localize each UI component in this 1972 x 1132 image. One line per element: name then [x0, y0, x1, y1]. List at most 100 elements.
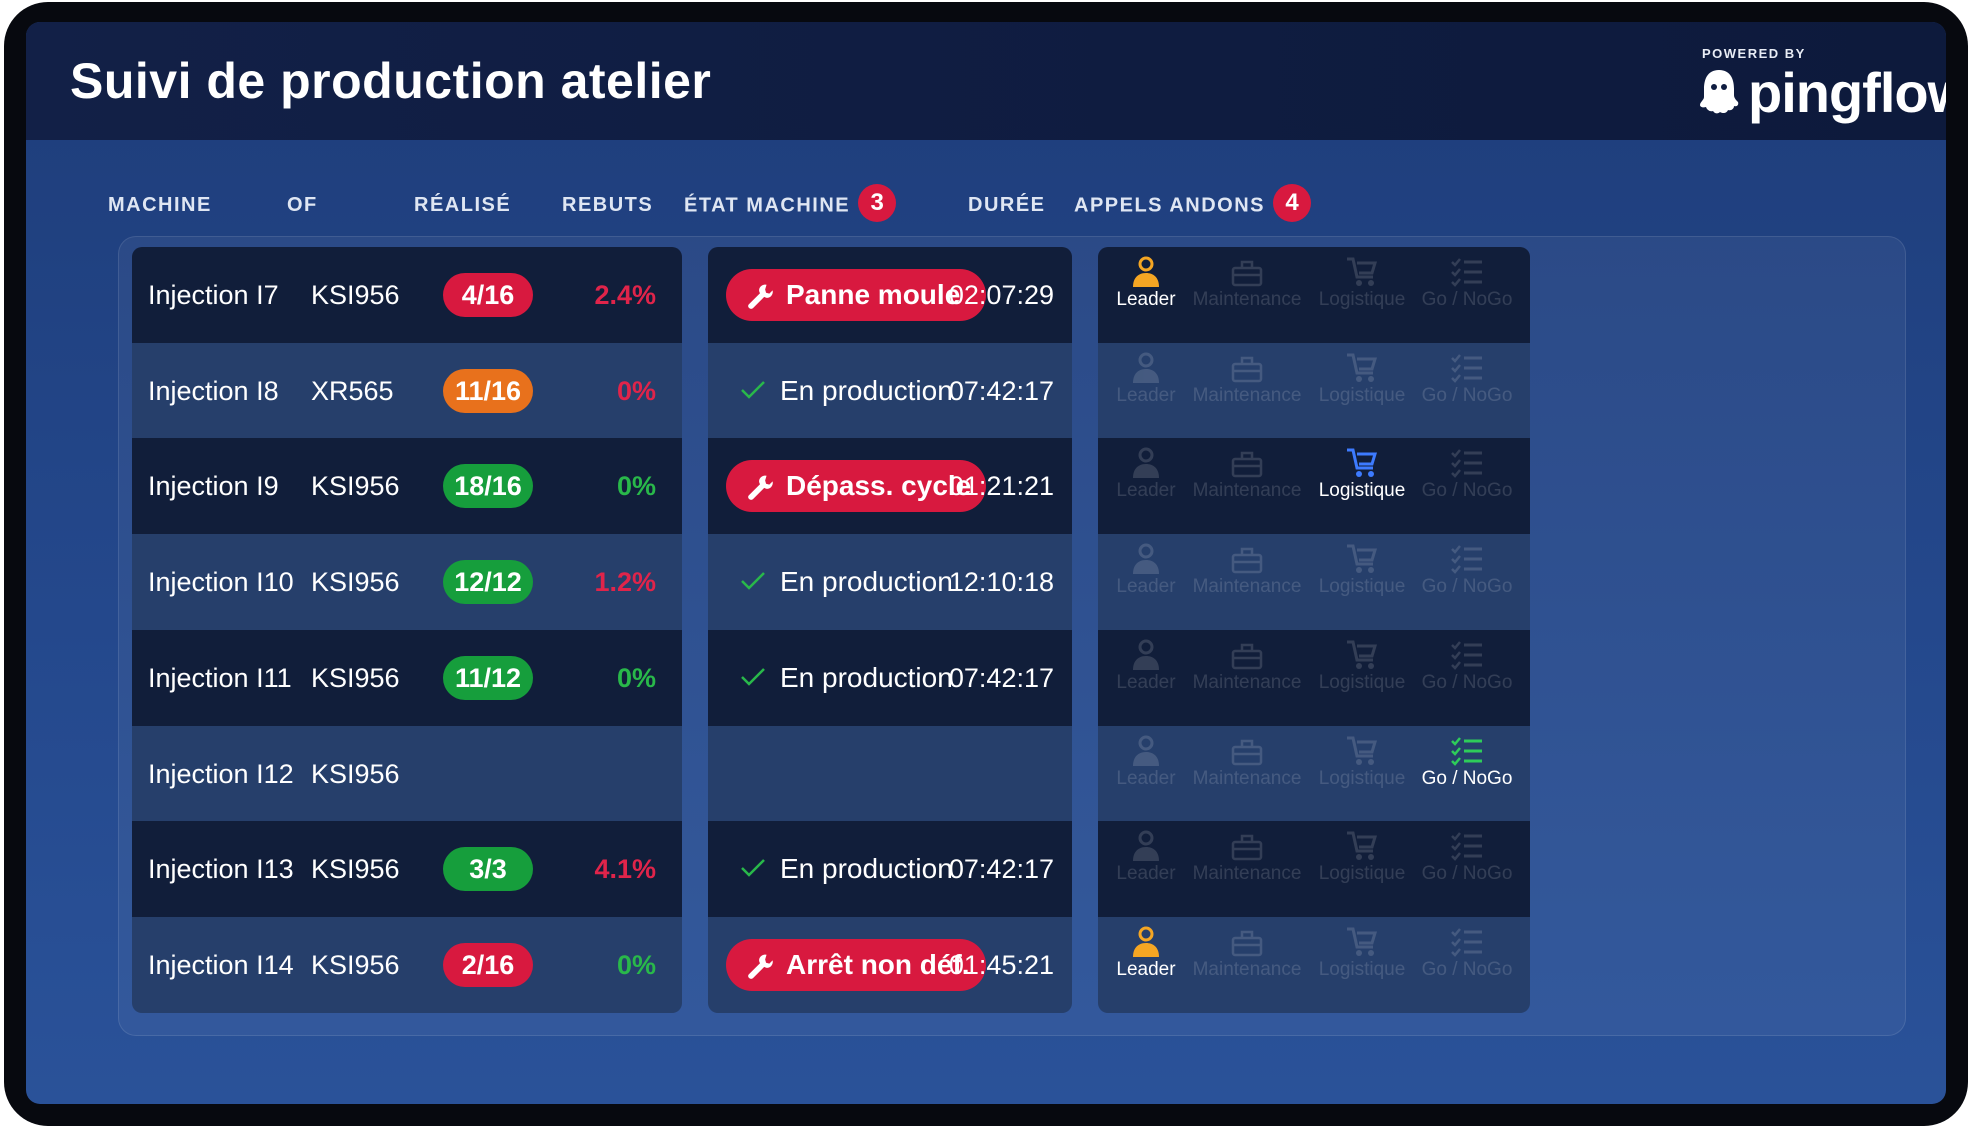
- andon-checklist-call[interactable]: Go / NoGo: [1402, 630, 1530, 726]
- table-row[interactable]: Injection I13 KSI956 3/3 4.1%: [132, 821, 682, 917]
- state-row: [708, 726, 1072, 822]
- andon-cart-call[interactable]: Logistique: [1297, 726, 1427, 822]
- machine-name: Injection I11: [148, 663, 292, 693]
- andon-checklist-call[interactable]: Go / NoGo: [1402, 343, 1530, 439]
- andon-toolbox-call[interactable]: Maintenance: [1182, 821, 1312, 917]
- table-row[interactable]: Injection I9 KSI956 18/16 0%: [132, 438, 682, 534]
- andon-row: Leader Maintenance Logistique Go / NoGo: [1098, 726, 1530, 822]
- andon-toolbox-call[interactable]: Maintenance: [1182, 630, 1312, 726]
- andon-label: Go / NoGo: [1421, 385, 1513, 406]
- ghost-logo-icon: [1700, 70, 1739, 114]
- andon-person-call[interactable]: Leader: [1098, 438, 1211, 534]
- andon-toolbox-call[interactable]: Maintenance: [1182, 343, 1312, 439]
- toolbox-icon: [1231, 643, 1263, 670]
- machine-state-alarm[interactable]: Panne moule: [726, 269, 986, 321]
- andon-cart-call[interactable]: Logistique: [1297, 247, 1427, 343]
- andon-person-call[interactable]: Leader: [1098, 821, 1211, 917]
- machine-name: Injection I7: [148, 280, 279, 310]
- rebuts-value: 2.4%: [594, 280, 656, 310]
- table-row[interactable]: Injection I10 KSI956 12/12 1.2%: [132, 534, 682, 630]
- andon-checklist-call[interactable]: Go / NoGo: [1402, 726, 1530, 822]
- andon-cart-call[interactable]: Logistique: [1297, 917, 1427, 1013]
- wrench-icon: [748, 284, 773, 309]
- table-row[interactable]: Injection I8 XR565 11/16 0%: [132, 343, 682, 439]
- andon-label: Leader: [1116, 768, 1176, 789]
- andon-toolbox-call[interactable]: Maintenance: [1182, 438, 1312, 534]
- andon-person-call[interactable]: Leader: [1098, 343, 1211, 439]
- andon-label: Logistique: [1318, 385, 1406, 406]
- toolbox-icon: [1231, 260, 1263, 287]
- andon-row: Leader Maintenance Logistique Go / NoGo: [1098, 438, 1530, 534]
- powered-by-label: POWERED BY: [1702, 46, 1806, 61]
- rebuts-value: 0%: [616, 663, 656, 693]
- duration-value: 07:42:17: [948, 376, 1054, 406]
- andon-label: Logistique: [1318, 480, 1406, 501]
- appels-andons-label: APPELS ANDONS: [1074, 194, 1266, 217]
- check-icon: [741, 858, 765, 877]
- duration-value: 01:45:21: [948, 950, 1054, 980]
- andon-label: Logistique: [1318, 959, 1406, 980]
- of-code: KSI956: [311, 663, 400, 693]
- of-code: KSI956: [311, 759, 400, 789]
- andon-cart-call[interactable]: Logistique: [1297, 343, 1427, 439]
- andon-checklist-call[interactable]: Go / NoGo: [1402, 247, 1530, 343]
- andon-checklist-call[interactable]: Go / NoGo: [1402, 917, 1530, 1013]
- andon-label: Go / NoGo: [1421, 289, 1513, 310]
- brand-name: pingflow: [1748, 60, 1946, 124]
- page-title: Suivi de production atelier: [70, 53, 712, 109]
- column-header-duree: DURÉE: [968, 194, 1046, 216]
- andon-cart-call[interactable]: Logistique: [1297, 438, 1427, 534]
- andon-toolbox-call[interactable]: Maintenance: [1182, 247, 1312, 343]
- andon-label: Maintenance: [1192, 480, 1302, 501]
- andon-person-call[interactable]: Leader: [1098, 726, 1211, 822]
- state-row: En production 12:10:18: [708, 534, 1072, 630]
- machine-state-alarm[interactable]: Dépass. cycle: [726, 460, 986, 512]
- realise-badge: 18/16: [443, 464, 533, 508]
- machine-state-alarm[interactable]: Arrêt non déf.: [726, 939, 986, 991]
- andon-label: Maintenance: [1192, 863, 1302, 884]
- checklist-icon: [1451, 545, 1482, 574]
- andon-cart-call[interactable]: Logistique: [1297, 821, 1427, 917]
- realise-badge: 11/12: [443, 656, 533, 700]
- check-icon: [741, 571, 765, 590]
- dashboard-screen: Suivi de production atelier POWERED BY p…: [26, 22, 1946, 1104]
- andon-toolbox-call[interactable]: Maintenance: [1182, 726, 1312, 822]
- andon-toolbox-call[interactable]: Maintenance: [1182, 534, 1312, 630]
- wrench-icon: [748, 954, 773, 979]
- of-code: XR565: [311, 376, 394, 406]
- table-row[interactable]: Injection I12 KSI956: [132, 726, 682, 822]
- andon-label: Maintenance: [1192, 672, 1302, 693]
- column-header-appels-andons: APPELS ANDONS 4: [1074, 184, 1312, 225]
- andon-label: Logistique: [1318, 576, 1406, 597]
- cart-icon: [1347, 831, 1378, 860]
- cart-icon: [1347, 353, 1378, 382]
- andon-label: Maintenance: [1192, 576, 1302, 597]
- andon-cart-call[interactable]: Logistique: [1297, 534, 1427, 630]
- table-row[interactable]: Injection I7 KSI956 4/16 2.4%: [132, 247, 682, 343]
- andon-toolbox-call[interactable]: Maintenance: [1182, 917, 1312, 1013]
- check-icon: [741, 667, 765, 686]
- etat-machine-count-badge: 3: [858, 184, 897, 222]
- cart-icon: [1347, 257, 1378, 286]
- person-icon: [1133, 543, 1159, 574]
- etat-machine-label: ÉTAT MACHINE: [684, 194, 851, 217]
- andon-person-call[interactable]: Leader: [1098, 917, 1211, 1013]
- andon-label: Leader: [1116, 576, 1176, 597]
- andon-person-call[interactable]: Leader: [1098, 630, 1211, 726]
- andon-cart-call[interactable]: Logistique: [1297, 630, 1427, 726]
- table-row[interactable]: Injection I14 KSI956 2/16 0%: [132, 917, 682, 1013]
- top-bar: Suivi de production atelier POWERED BY p…: [26, 22, 1946, 140]
- andon-checklist-call[interactable]: Go / NoGo: [1402, 534, 1530, 630]
- rebuts-value: 4.1%: [594, 854, 656, 884]
- andon-person-call[interactable]: Leader: [1098, 534, 1211, 630]
- andon-checklist-call[interactable]: Go / NoGo: [1402, 438, 1530, 534]
- andon-person-call[interactable]: Leader: [1098, 247, 1211, 343]
- machine-state-ok: En production: [740, 534, 953, 630]
- realise-badge: 11/16: [443, 369, 533, 413]
- table-row[interactable]: Injection I11 KSI956 11/12 0%: [132, 630, 682, 726]
- rebuts-value: 0%: [616, 376, 656, 406]
- andon-label: Leader: [1116, 480, 1176, 501]
- realise-badge: 3/3: [443, 847, 533, 891]
- andon-checklist-call[interactable]: Go / NoGo: [1402, 821, 1530, 917]
- checklist-icon: [1451, 258, 1482, 287]
